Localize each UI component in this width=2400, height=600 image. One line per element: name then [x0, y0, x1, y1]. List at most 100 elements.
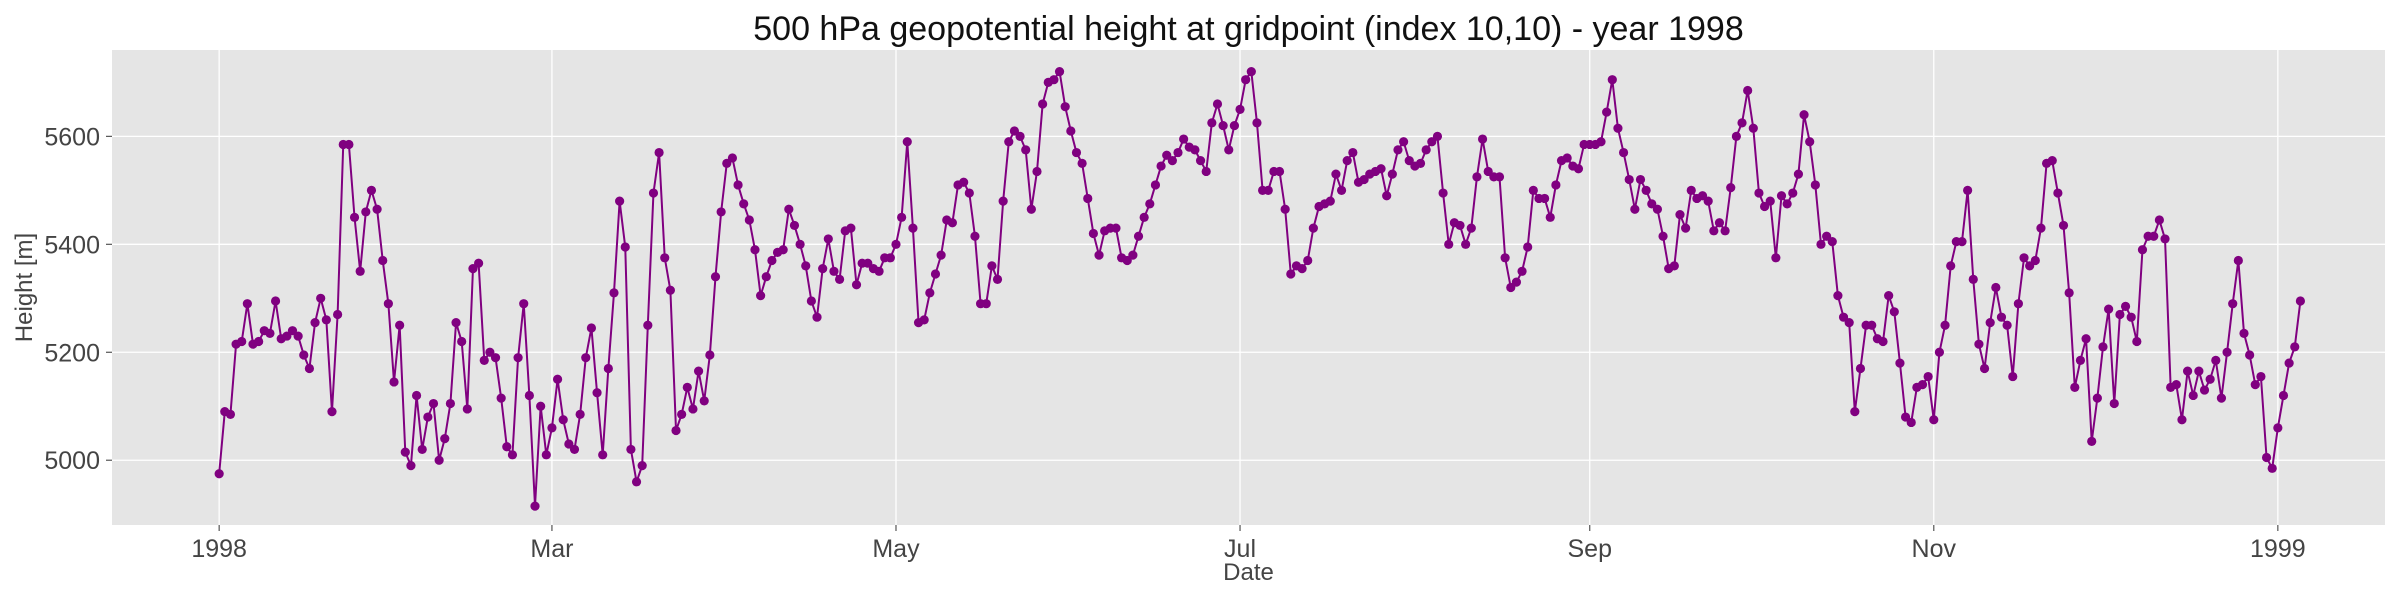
data-point — [2058, 220, 2069, 231]
data-point — [395, 320, 405, 330]
data-point — [2199, 385, 2210, 395]
data-point — [1071, 147, 1082, 158]
data-point — [406, 461, 416, 471]
data-point — [2182, 366, 2193, 376]
data-point — [2171, 380, 2181, 390]
data-point — [2284, 358, 2294, 368]
data-point — [1517, 266, 1527, 276]
data-point — [1094, 250, 1104, 260]
data-point — [310, 317, 320, 328]
data-point — [1511, 277, 1522, 287]
data-point — [524, 390, 534, 401]
data-point — [530, 501, 540, 511]
data-point — [2228, 299, 2238, 309]
data-point — [1201, 166, 1211, 177]
data-point — [1212, 99, 1223, 109]
data-point — [513, 353, 523, 363]
data-point — [1573, 164, 1584, 174]
data-point — [592, 388, 602, 398]
data-point — [885, 253, 895, 263]
data-point — [834, 274, 845, 284]
data-point — [2154, 215, 2164, 225]
data-point — [237, 336, 247, 347]
data-point — [2120, 301, 2131, 311]
data-point — [1325, 196, 1335, 206]
data-point — [1709, 226, 1719, 236]
data-point — [1658, 231, 1668, 241]
data-point — [1675, 210, 1685, 220]
data-point — [1618, 147, 1629, 158]
data-point — [2070, 382, 2080, 392]
data-point — [902, 137, 912, 147]
data-point — [1720, 226, 1730, 236]
data-point — [2245, 350, 2255, 360]
data-point — [1500, 253, 1510, 263]
data-point — [801, 261, 811, 271]
data-point — [2211, 355, 2221, 365]
data-point — [389, 377, 399, 387]
data-point — [2075, 355, 2086, 365]
x-tick-label: 1998 — [191, 535, 247, 563]
data-point — [2295, 296, 2305, 306]
data-point — [2115, 309, 2125, 320]
data-point — [947, 218, 957, 228]
data-point — [1816, 239, 1826, 249]
data-point — [378, 255, 388, 266]
data-point — [1235, 104, 1245, 114]
data-point — [620, 242, 630, 252]
data-point — [936, 250, 946, 260]
data-point — [1974, 339, 1984, 349]
data-point — [1562, 153, 1572, 163]
data-point — [1884, 291, 1894, 301]
data-point — [316, 293, 326, 303]
data-point — [1494, 172, 1505, 182]
data-point — [1393, 145, 1403, 155]
data-point — [1528, 185, 1538, 195]
data-point — [2098, 342, 2108, 352]
data-point — [2290, 342, 2300, 352]
data-point — [1726, 183, 1736, 193]
data-point — [1991, 282, 2001, 293]
data-point — [1274, 166, 1285, 177]
data-point — [1060, 102, 1070, 112]
data-point — [1810, 180, 1820, 190]
data-point — [1686, 185, 1696, 195]
data-point — [1263, 185, 1273, 195]
data-point — [1342, 156, 1352, 166]
data-point — [490, 353, 501, 363]
data-point — [1624, 174, 1634, 185]
data-point — [451, 317, 461, 328]
data-point — [1444, 239, 1454, 249]
data-point — [519, 299, 529, 309]
data-point — [806, 296, 816, 306]
data-point — [1630, 204, 1640, 214]
data-point — [2008, 371, 2018, 382]
data-point — [321, 315, 331, 325]
data-point — [964, 188, 974, 198]
chart-title: 500 hPa geopotential height at gridpoint… — [753, 10, 1743, 48]
data-point — [767, 255, 777, 266]
data-point — [789, 220, 800, 231]
data-point — [349, 212, 360, 222]
data-point — [829, 266, 839, 276]
data-point — [1066, 126, 1076, 136]
data-point — [1946, 261, 1956, 271]
data-point — [851, 280, 862, 290]
data-point — [2177, 415, 2187, 425]
data-point — [750, 245, 760, 255]
data-point — [699, 396, 709, 406]
x-tick-label: 1999 — [2250, 535, 2306, 563]
data-point — [2013, 299, 2023, 309]
data-point — [897, 212, 907, 222]
data-point — [434, 455, 444, 465]
data-point — [1827, 237, 1837, 247]
data-point — [327, 407, 337, 417]
data-point — [558, 415, 568, 425]
data-point — [998, 196, 1008, 206]
data-point — [2188, 390, 2198, 401]
data-point — [1004, 137, 1014, 147]
data-point — [366, 185, 377, 195]
data-point — [1771, 253, 1781, 263]
data-point — [643, 320, 653, 330]
